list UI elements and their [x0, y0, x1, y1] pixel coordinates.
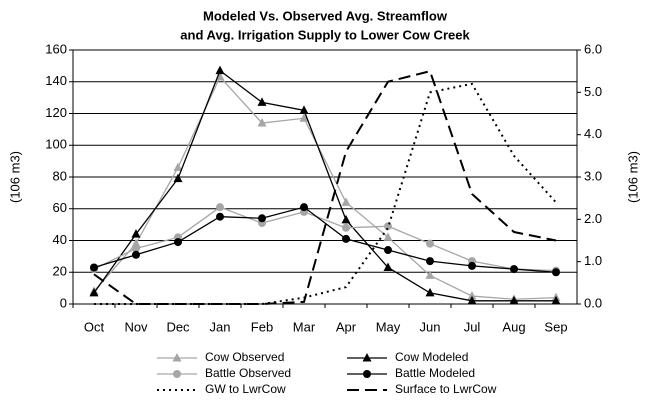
marker	[257, 118, 267, 127]
marker	[342, 223, 350, 232]
legend-marker	[173, 370, 181, 378]
marker	[131, 229, 141, 238]
series-line	[93, 75, 557, 300]
marker	[216, 212, 224, 221]
marker	[552, 268, 560, 277]
x-tick-label: Jul	[464, 319, 481, 334]
x-tick-label: Oct	[84, 319, 105, 334]
marker	[467, 291, 477, 300]
y-tick-label: 20	[53, 264, 67, 279]
legend-label: Cow Modeled	[395, 350, 468, 364]
y2-axis-label: (106 m3)	[625, 151, 640, 203]
series-line	[93, 206, 557, 272]
marker	[425, 270, 435, 279]
y2-tick-label: 1.0	[584, 253, 602, 268]
legend-label: Surface to LwrCow	[395, 382, 497, 396]
marker	[467, 295, 477, 305]
y2-tick-label: 2.0	[584, 211, 602, 226]
y-tick-label: 120	[45, 105, 67, 120]
y-tick-label: 100	[45, 137, 67, 152]
x-tick-label: Apr	[336, 319, 357, 334]
marker	[89, 287, 99, 297]
y2-tick-label: 0.0	[584, 295, 602, 310]
marker	[215, 65, 225, 75]
series-line	[93, 69, 556, 302]
marker	[426, 257, 434, 266]
marker	[341, 214, 351, 224]
legend-label: Cow Observed	[205, 350, 284, 364]
x-tick-label: May	[376, 319, 401, 334]
legend-label: GW to LwrCow	[205, 382, 286, 396]
marker	[216, 203, 224, 212]
x-tick-label: Feb	[251, 319, 273, 334]
marker	[509, 295, 519, 305]
x-tick-label: Jan	[210, 319, 231, 334]
marker	[425, 287, 435, 297]
marker	[426, 239, 434, 248]
x-tick-label: Aug	[502, 319, 525, 334]
marker	[383, 262, 393, 271]
marker	[215, 71, 225, 81]
y-tick-label: 40	[53, 232, 67, 247]
marker	[173, 173, 183, 183]
marker	[131, 238, 141, 248]
y-axis-label: (106 m3)	[7, 151, 22, 203]
y2-tick-label: 6.0	[584, 41, 602, 56]
x-tick-label: Jun	[420, 319, 441, 334]
legend-label: Battle Observed	[205, 366, 291, 380]
marker	[383, 232, 393, 241]
y-tick-label: 80	[53, 168, 67, 183]
x-tick-label: Mar	[293, 319, 316, 334]
y2-tick-label: 3.0	[584, 168, 602, 183]
marker	[173, 162, 183, 171]
marker	[299, 105, 309, 114]
marker	[342, 234, 350, 243]
y-tick-label: 0	[60, 295, 67, 310]
marker	[174, 238, 182, 247]
x-tick-label: Nov	[124, 319, 148, 334]
marker	[510, 265, 518, 274]
marker	[90, 263, 98, 272]
series-line	[93, 206, 557, 273]
y2-tick-label: 4.0	[584, 126, 602, 141]
marker	[258, 214, 266, 223]
y-tick-label: 160	[45, 41, 67, 56]
marker	[300, 203, 308, 212]
marker	[384, 246, 392, 255]
y-tick-label: 60	[53, 200, 67, 215]
x-tick-label: Dec	[166, 319, 190, 334]
y-tick-label: 140	[45, 73, 67, 88]
series-line	[93, 69, 557, 305]
chart-title: and Avg. Irrigation Supply to Lower Cow …	[180, 27, 470, 42]
marker	[132, 250, 140, 259]
x-tick-label: Sep	[544, 319, 567, 334]
marker	[132, 244, 140, 253]
legend-label: Battle Modeled	[395, 366, 475, 380]
marker	[299, 113, 309, 122]
marker	[341, 197, 351, 206]
legend-marker	[362, 353, 372, 362]
marker	[468, 261, 476, 270]
marker	[257, 97, 267, 106]
chart-title: Modeled Vs. Observed Avg. Streamflow	[203, 8, 448, 23]
legend-marker	[363, 370, 371, 378]
y2-tick-label: 5.0	[584, 84, 602, 99]
legend-marker	[172, 353, 182, 362]
marker	[551, 295, 561, 305]
